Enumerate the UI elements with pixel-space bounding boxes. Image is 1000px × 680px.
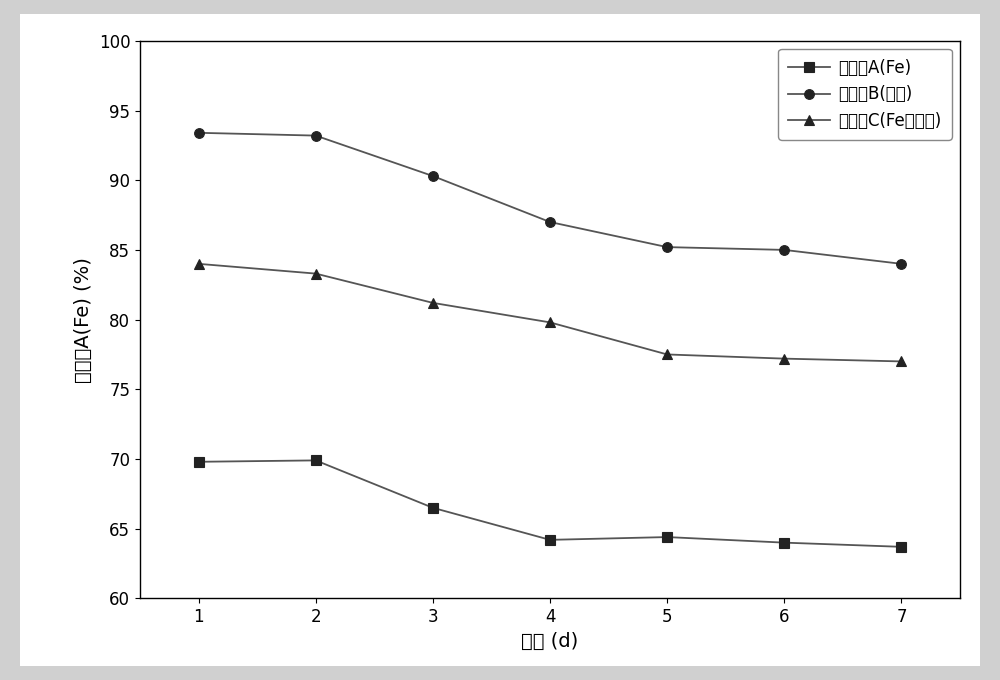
反应器C(Fe加沸石)	[895, 358, 907, 366]
反应器C(Fe加沸石)	[661, 350, 673, 358]
反应器B(沸石)	[427, 172, 439, 180]
反应器A(Fe)	[544, 536, 556, 544]
反应器A(Fe)	[895, 543, 907, 551]
反应器A(Fe)	[778, 539, 790, 547]
Line: 反应器C(Fe加沸石): 反应器C(Fe加沸石)	[194, 259, 906, 367]
Legend: 反应器A(Fe), 反应器B(沸石), 反应器C(Fe加沸石): 反应器A(Fe), 反应器B(沸石), 反应器C(Fe加沸石)	[778, 49, 952, 140]
反应器B(沸石)	[193, 129, 205, 137]
X-axis label: 时间 (d): 时间 (d)	[521, 632, 579, 651]
反应器C(Fe加沸石)	[310, 269, 322, 277]
反应器A(Fe)	[310, 456, 322, 464]
反应器C(Fe加沸石)	[778, 354, 790, 362]
Line: 反应器B(沸石): 反应器B(沸石)	[194, 128, 906, 269]
反应器B(沸石)	[778, 245, 790, 254]
反应器C(Fe加沸石)	[427, 299, 439, 307]
Y-axis label: 反应器A(Fe) (%): 反应器A(Fe) (%)	[74, 256, 93, 383]
反应器B(沸石)	[544, 218, 556, 226]
反应器C(Fe加沸石)	[544, 318, 556, 326]
反应器C(Fe加沸石)	[193, 260, 205, 268]
反应器A(Fe)	[661, 533, 673, 541]
Line: 反应器A(Fe): 反应器A(Fe)	[194, 456, 906, 551]
反应器A(Fe)	[193, 458, 205, 466]
反应器B(沸石)	[310, 131, 322, 139]
反应器B(沸石)	[895, 260, 907, 268]
反应器B(沸石)	[661, 243, 673, 251]
反应器A(Fe)	[427, 504, 439, 512]
